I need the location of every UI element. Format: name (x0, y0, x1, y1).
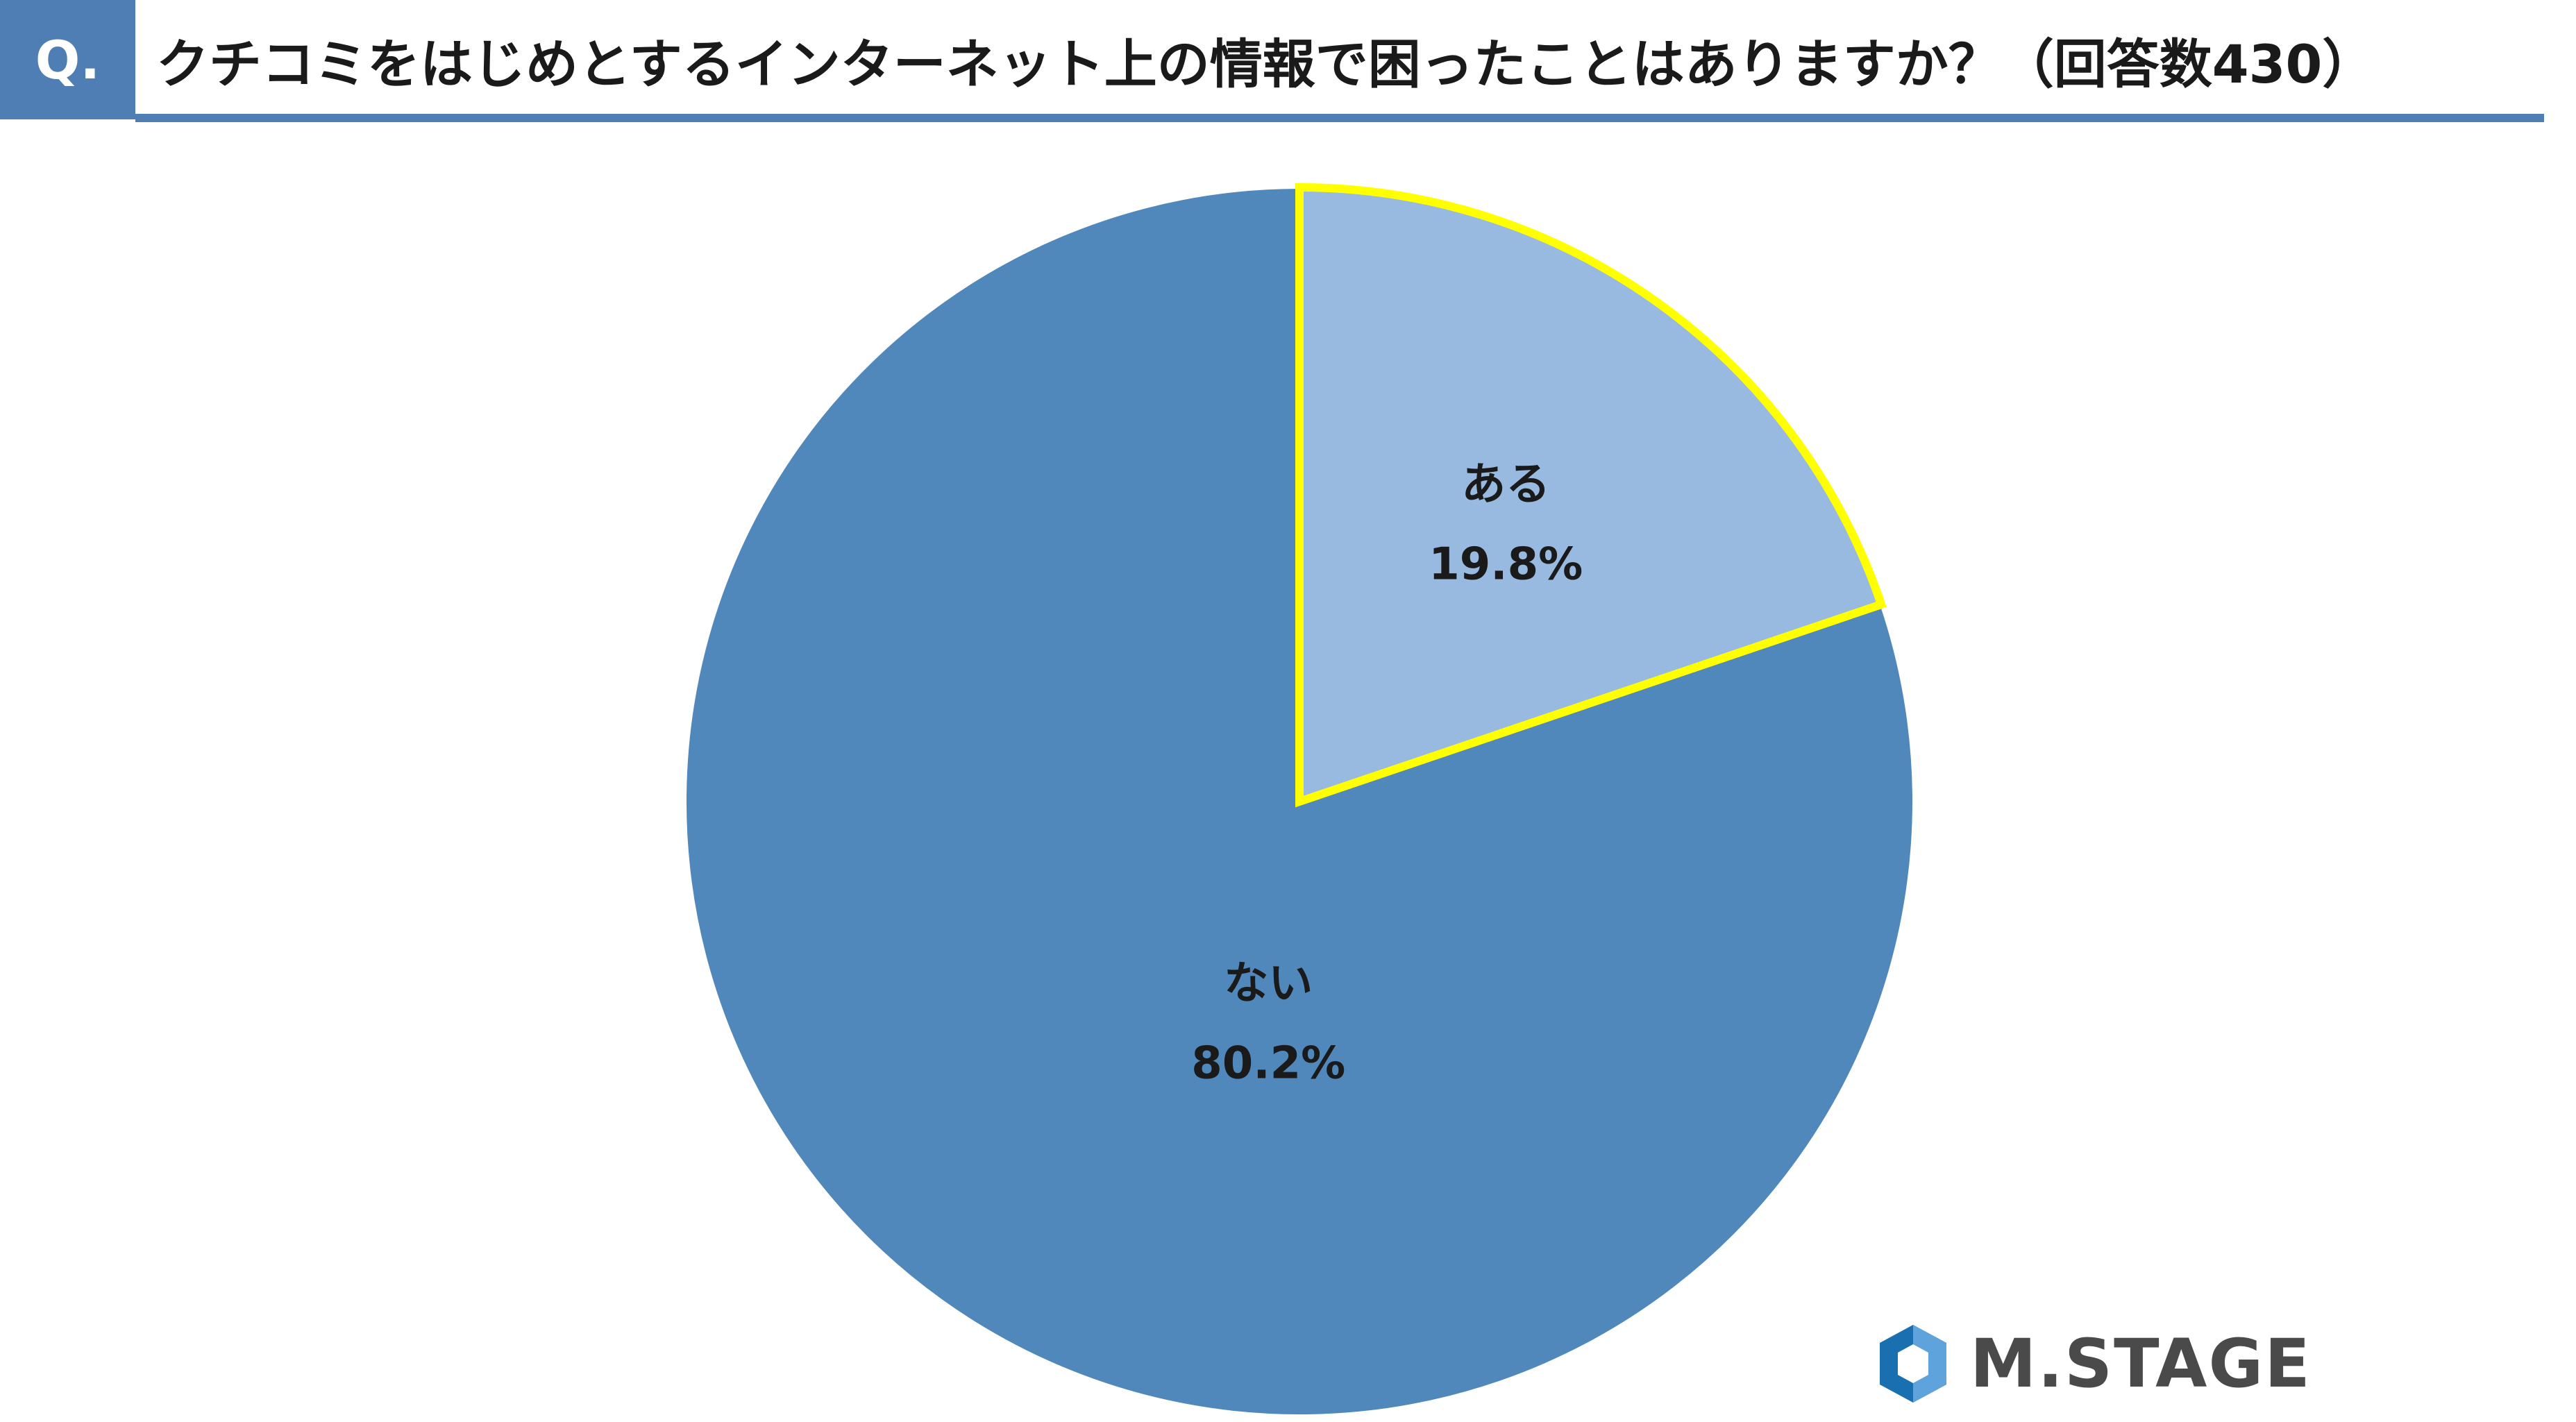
m-stage-logo-icon (1880, 1325, 1946, 1403)
slice-category-label-nai: ない (1224, 958, 1313, 1009)
slice-category-label-aru: ある (1461, 459, 1550, 511)
pie-slices (684, 183, 1915, 1417)
brand-logo: M.STAGE (1874, 1322, 2312, 1405)
pie-labels: ある 19.8% ない 80.2% (1191, 459, 1583, 1090)
slice-value-label-aru: 19.8% (1429, 539, 1583, 591)
header-underline (135, 114, 2544, 122)
pie-slice-aru (1295, 183, 1887, 808)
slice-value-label-nai: 80.2% (1191, 1038, 1345, 1089)
brand-logo-text: M.STAGE (1970, 1325, 2312, 1403)
question-header: Q. クチコミをはじめとするインターネット上の情報で困ったことはありますか？（回… (0, 0, 2544, 125)
question-label: Q. (0, 0, 135, 119)
chart-title: クチコミをはじめとするインターネット上の情報で困ったことはありますか？（回答数4… (156, 33, 2375, 95)
